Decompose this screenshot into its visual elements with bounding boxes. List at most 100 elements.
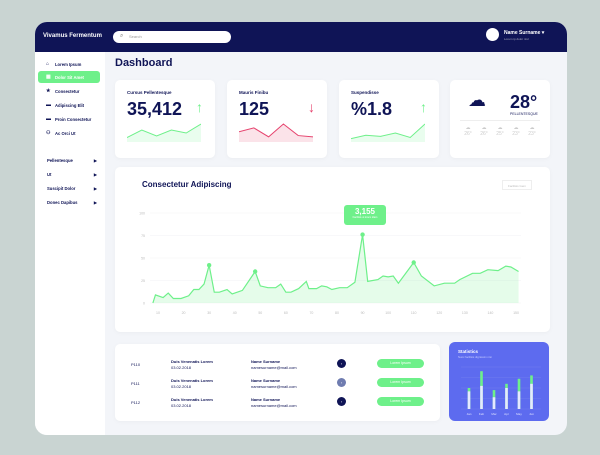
data-point[interactable] [411,260,416,265]
x-tick-label: 10 [156,311,160,315]
row-date: 03.02.2018 [171,365,192,370]
kpi-card: Mauris Finibu 125 ↓ [227,80,327,158]
sidebar-group-suscipit-dolor[interactable]: Suscipit Dolor ▶ [47,186,97,191]
sidebar-item-adipiscing-elit[interactable]: ▬ Adipiscing Elit [38,99,100,111]
weather-card: ☁ 28° PELLENTESQUE ☁ 26° ☁ 26° ☁ 25° ☁ 23° ☁… [450,80,550,158]
label: Ut [47,172,52,177]
y-tick-label: 50 [141,257,145,261]
label: Pellentesque [47,158,73,163]
sidebar-item-ac-orci-ut[interactable]: ⚇ Ac Orci Ut [38,127,100,139]
kpi-label: Mauris Finibu [239,90,269,95]
sidebar-group-donec-dapibus[interactable]: Donec Dapibus ▶ [47,200,97,205]
x-tick-label: 20 [182,311,186,315]
arrow-up-icon: ↑ [420,99,427,115]
bar-chart: Jan Feb Mar Apr May Jun [461,366,541,416]
row-action-button[interactable]: Lorem Ipsum [377,397,424,406]
table-row[interactable]: P110 Duis Venenatis Lorem 03.02.2018 Nam… [115,356,445,376]
avatar[interactable] [486,28,499,41]
label: Lorem Ipsum [55,62,82,67]
search-input[interactable]: ⌕ Search [113,31,231,43]
sparkline-area [239,124,313,142]
label: Proin Consectetur [55,117,92,122]
user-menu[interactable]: Name Surname ▾ [504,30,545,36]
data-point[interactable] [206,263,212,268]
forecast-day: ☁ 23° [525,125,539,137]
row-id: P112 [131,400,141,405]
chevron-right-icon[interactable]: › [337,397,346,406]
arrow-up-icon: ↑ [196,99,203,115]
month-label: May [516,412,522,416]
sparkline-line [127,123,201,138]
forecast-temp: 25° [496,131,504,137]
weather-temp: 28° [510,92,538,112]
line-chart: 0 25 50 75 100 10 20 30 40 50 60 70 80 90 100 110 120 130… [139,212,521,315]
card-icon: ▬ [46,102,51,108]
sidebar-item-proin-consectetur[interactable]: ▬ Proin Consectetur [38,113,100,125]
row-action-button[interactable]: Lorem Ipsum [377,359,424,368]
x-tick-label: 80 [335,311,339,315]
sparkline [127,123,201,142]
sidebar-group-pellentesque[interactable]: Pellentesque ▶ [47,158,97,163]
sparkline-line [239,123,313,138]
x-tick-label: 120 [436,311,442,315]
row-name: Name Surname [251,397,281,402]
chart-tooltip: 3,155 Facilisis ut lorem diam [344,205,386,225]
forecast-temp: 26° [480,131,488,137]
sparkline-area [351,124,425,142]
forecast-day: ☁ 25° [493,125,507,137]
row-title: Duis Venenatis Lorem [171,378,213,383]
cloud-icon: ☁ [481,125,487,131]
data-point[interactable] [252,269,258,274]
sparkline-line [351,123,425,140]
row-name: Name Surname [251,378,281,383]
sidebar: ⌂ Lorem Ipsum ▦ Dolor Sit Amet ★ Consectetu… [35,52,105,435]
x-tick-label: 50 [258,311,262,315]
row-email: namesurname@mail.com [251,384,297,389]
month-label: Jun [529,412,534,416]
label: Dolor Sit Amet [55,75,84,80]
brand: Vivamus Fermentum [43,33,102,39]
forecast-day: ☁ 26° [461,125,475,137]
x-tick-label: 90 [361,311,365,315]
table-row[interactable]: P111 Duis Venenatis Lorem 03.02.2018 Nam… [115,375,445,395]
home-icon: ⌂ [46,61,50,67]
arrow-down-icon: ↓ [308,99,315,115]
month-label: Feb [479,412,485,416]
y-tick-label: 0 [143,302,145,306]
filter-dropdown[interactable]: Facilisis Gem [502,180,532,190]
x-tick-label: 30 [207,311,211,315]
tooltip-value: 3,155 [354,207,376,216]
chevron-right-icon[interactable]: › [337,359,346,368]
kpi-label: Cursus Pellentesque [127,90,172,95]
users-icon: ⚇ [46,130,51,136]
kpi-value: 125 [239,99,270,119]
x-tick-label: 140 [488,311,494,315]
sparkline [239,123,313,142]
sidebar-item-lorem-ipsum[interactable]: ⌂ Lorem Ipsum [38,58,100,70]
row-action-button[interactable]: Lorem Ipsum [377,378,424,387]
sidebar-item-consectetur[interactable]: ★ Consectetur [38,85,100,97]
search-placeholder: Search [129,34,142,39]
kpi-card: Suspendisse %1.8 ↑ [339,80,439,158]
bar-base [530,383,533,409]
row-id: P111 [131,381,140,386]
caret-right-icon: ▶ [93,186,97,191]
table-row[interactable]: P112 Duis Venenatis Lorem 03.02.2018 Nam… [115,394,445,414]
orders-table: P110 Duis Venenatis Lorem 03.02.2018 Nam… [115,344,440,421]
kpi-value: 35,412 [127,99,183,119]
kpi-label: Suspendisse [351,90,379,95]
area-fill [152,234,519,303]
sparkline-area [127,124,201,142]
sidebar-group-ut[interactable]: Ut ▶ [47,172,97,177]
label: Suscipit Dolor [47,186,76,191]
x-tick-label: 70 [309,311,313,315]
data-point[interactable] [360,232,365,237]
top-bar: Vivamus Fermentum ⌕ Search Name Surname ▾… [35,22,567,52]
forecast-day: ☁ 23° [509,125,523,137]
chevron-right-icon[interactable]: › [337,378,346,387]
main-chart-card: Consectetur Adipiscing Facilisis Gem 0 25… [115,167,550,332]
weather-label: PELLENTESQUE [510,112,538,116]
sidebar-item-dolor-sit-amet[interactable]: ▦ Dolor Sit Amet [38,71,100,83]
month-label: Apr [504,412,509,416]
divider [460,120,540,121]
